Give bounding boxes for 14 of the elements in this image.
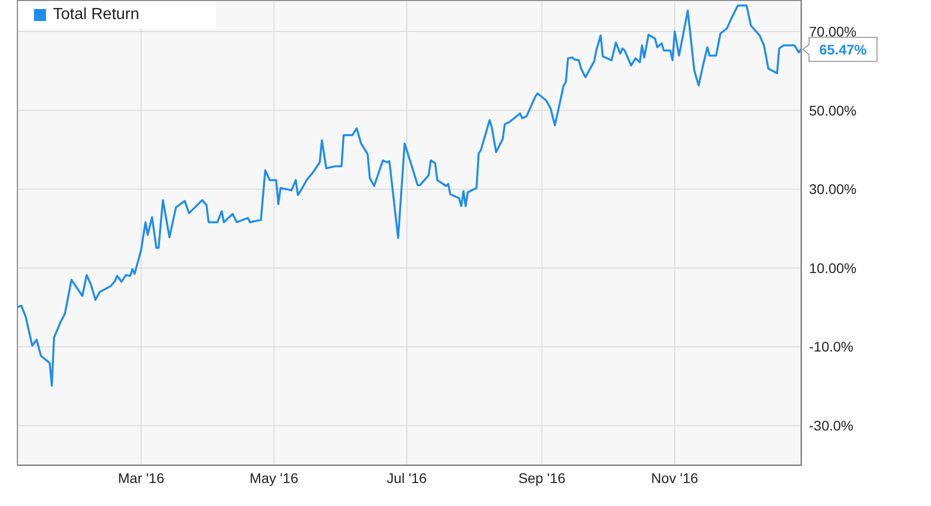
- y-tick-label: 30.00%: [809, 181, 856, 198]
- y-tick-label: -30.0%: [809, 418, 854, 434]
- legend-label: Total Return: [53, 6, 140, 24]
- line-series: [17, 4, 801, 387]
- x-tick-label: Nov '16: [651, 470, 698, 486]
- data-label: 65.47%: [819, 41, 868, 58]
- y-tick-label: 10.00%: [809, 260, 856, 276]
- x-tick-label: Sep '16: [518, 470, 566, 486]
- x-tick-label: Jul '16: [386, 470, 428, 486]
- y-tick-label: 70.00%: [809, 23, 856, 40]
- x-tick-label: Mar '16: [118, 470, 164, 486]
- y-tick-label: 50.00%: [809, 102, 856, 118]
- x-tick-label: May '16: [250, 470, 298, 486]
- y-tick-label: -10.0%: [809, 338, 854, 355]
